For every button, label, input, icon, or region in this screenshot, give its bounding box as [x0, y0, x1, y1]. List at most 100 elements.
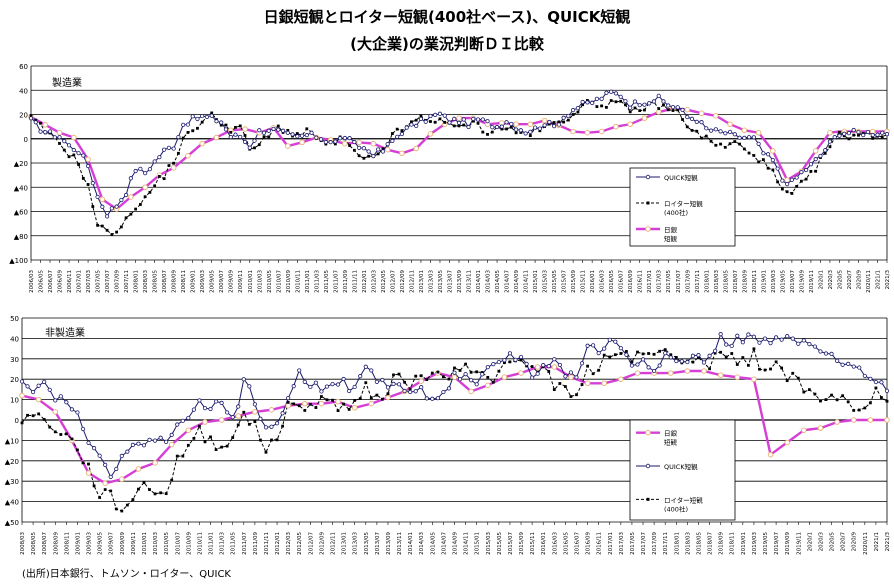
x-tick-label: 2014/03	[486, 270, 492, 293]
quick-point	[785, 334, 790, 339]
x-tick-label: 2018/01	[674, 532, 680, 555]
reuters-point	[181, 454, 185, 458]
x-tick-label: 2019/11	[809, 270, 815, 293]
y-tick-label: ▲20	[14, 160, 28, 168]
x-tick-label: 2009/03	[87, 532, 93, 555]
reuters-point	[376, 152, 380, 156]
quick-point	[528, 129, 533, 134]
y-tick-label: 0	[24, 136, 28, 144]
reuters-point	[103, 488, 107, 491]
tankan-point	[767, 451, 774, 458]
quick-point	[104, 214, 110, 219]
reuters-point	[868, 401, 872, 405]
reuters-point	[771, 168, 775, 172]
quick-point	[291, 384, 296, 389]
tankan-point	[741, 127, 748, 134]
quick-point	[651, 99, 657, 104]
reuters-point	[641, 352, 645, 356]
quick-point	[263, 425, 269, 430]
quick-point	[808, 162, 814, 167]
tankan-point	[218, 417, 225, 423]
x-tick-label: 2017/09	[685, 270, 691, 293]
x-tick-label: 2021/3	[885, 270, 891, 290]
tankan-point	[827, 129, 833, 136]
tankan-point	[242, 126, 248, 132]
reuters-point	[325, 398, 329, 402]
reuters-point	[64, 432, 68, 436]
quick-point	[25, 384, 30, 389]
reuters-point	[609, 99, 613, 102]
reuters-point	[761, 158, 765, 162]
x-tick-label: 2018/11	[752, 270, 758, 293]
x-tick-label: 2014/09	[514, 270, 520, 293]
quick-point	[133, 168, 138, 174]
reuters-point	[800, 179, 803, 183]
reuters-point	[809, 169, 813, 173]
reuters-point	[408, 387, 412, 391]
quick-point	[252, 402, 257, 407]
reuters-point	[497, 369, 501, 373]
reuters-point	[395, 127, 399, 131]
quick-point	[19, 379, 25, 384]
quick-point	[324, 384, 330, 389]
quick-point	[295, 134, 300, 139]
reuters-point	[733, 140, 737, 143]
reuters-point	[153, 492, 157, 496]
reuters-point	[436, 370, 440, 374]
quick-point	[566, 113, 571, 119]
reuters-point	[110, 233, 114, 236]
quick-point	[708, 128, 714, 133]
x-tick-label: 2008/11	[181, 270, 187, 293]
quick-point	[829, 351, 834, 357]
quick-point	[823, 351, 829, 356]
reuters-point	[364, 381, 368, 385]
quick-point	[561, 115, 566, 120]
quick-point	[563, 374, 568, 379]
x-tick-label: 2017/05	[666, 270, 672, 293]
reuters-point	[724, 355, 728, 359]
reuters-point	[253, 146, 256, 150]
quick-point	[629, 363, 635, 368]
reuters-point	[785, 379, 789, 383]
quick-point	[437, 111, 443, 116]
quick-point	[666, 103, 671, 108]
reuters-point	[795, 185, 799, 188]
x-tick-label: 2013/07	[447, 270, 453, 293]
x-tick-label: 2016/05	[563, 532, 569, 555]
quick-point	[299, 133, 305, 138]
reuters-point	[143, 195, 147, 199]
tankan-point	[850, 417, 857, 423]
x-tick-label: 2015/07	[562, 270, 568, 293]
quick-point	[813, 157, 818, 162]
reuters-point	[486, 375, 490, 379]
tankan-point	[202, 419, 208, 425]
x-tick-label: 2021/3	[885, 532, 891, 552]
reuters-point	[728, 142, 732, 146]
reuters-point	[780, 187, 784, 191]
quick-point	[502, 358, 507, 363]
quick-point	[452, 370, 457, 375]
reuters-point	[852, 409, 856, 412]
quick-point	[868, 376, 873, 381]
reuters-point	[752, 347, 756, 351]
quick-point	[732, 132, 737, 137]
x-tick-label: 2014/01	[408, 532, 414, 555]
x-tick-label: 2015/05	[497, 532, 503, 555]
quick-point	[330, 381, 335, 387]
tankan-point	[351, 405, 358, 411]
quick-point	[433, 112, 438, 117]
legend-marker-quick	[645, 463, 651, 469]
x-tick-label: 2015/11	[581, 270, 587, 293]
quick-point	[58, 394, 63, 399]
reuters-point	[774, 360, 778, 364]
quick-point	[125, 449, 130, 454]
quick-point	[247, 384, 252, 389]
quick-point	[213, 399, 219, 404]
tankan-point	[751, 376, 757, 382]
reuters-point	[580, 383, 584, 386]
x-tick-label: 2016/07	[619, 270, 625, 293]
tankan-point	[456, 115, 462, 121]
reuters-point	[758, 367, 761, 371]
quick-point	[832, 134, 837, 140]
